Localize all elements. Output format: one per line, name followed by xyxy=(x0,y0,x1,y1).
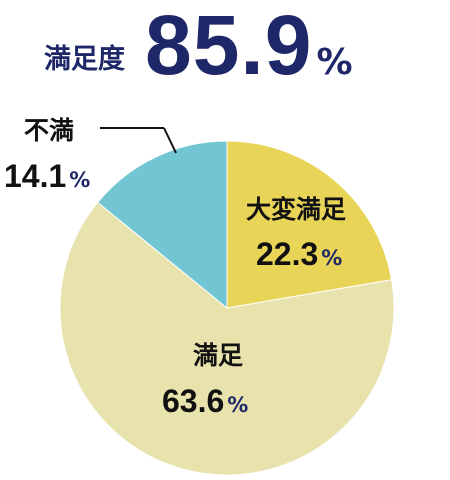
slice-value-dissatisfied: 14.1% xyxy=(4,158,90,194)
satisfaction-label: 満足度 xyxy=(44,44,125,75)
slice-value-dissatisfied-number: 14.1 xyxy=(4,158,66,194)
slice-label-very-satisfied: 大変満足 xyxy=(246,195,346,224)
leader-line-dissatisfied-drop xyxy=(163,127,177,154)
satisfaction-value: 85.9 xyxy=(145,0,313,92)
pie-slice-satisfied xyxy=(59,201,395,476)
satisfaction-unit: % xyxy=(316,42,353,83)
slice-label-satisfied: 満足 xyxy=(193,341,243,370)
pie-slice-dissatisfied xyxy=(96,140,228,310)
pie-slice-very-satisfied xyxy=(226,140,393,309)
slice-value-satisfied-unit: % xyxy=(227,393,248,417)
slice-value-satisfied: 63.6% xyxy=(162,383,248,419)
slice-label-dissatisfied: 不満 xyxy=(24,116,74,145)
slice-value-dissatisfied-unit: % xyxy=(69,168,90,192)
slice-value-very-satisfied-number: 22.3 xyxy=(256,236,318,272)
pie-slices xyxy=(59,140,395,476)
satisfaction-headline: 満足度 85.9 % xyxy=(44,0,353,90)
slice-value-satisfied-number: 63.6 xyxy=(162,383,224,419)
slice-value-very-satisfied: 22.3% xyxy=(256,236,342,272)
slice-value-very-satisfied-unit: % xyxy=(321,246,342,270)
